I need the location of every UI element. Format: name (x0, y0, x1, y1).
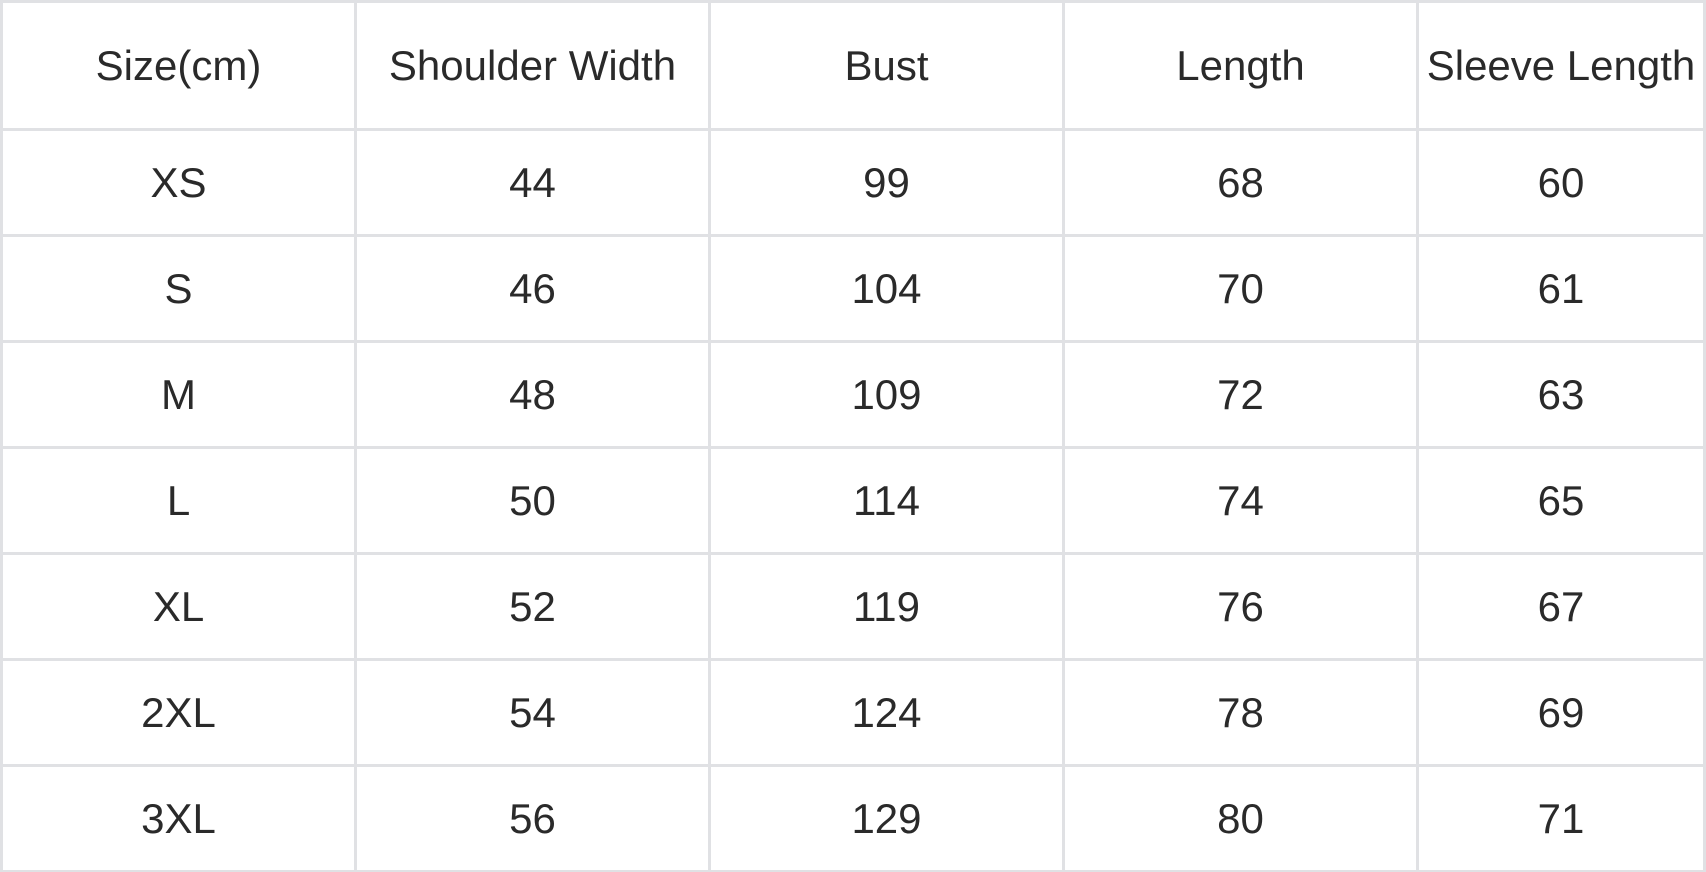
cell-length: 70 (1062, 234, 1419, 343)
cell-size: 3XL (0, 764, 357, 872)
cell-sleeve-length: 65 (1416, 446, 1706, 555)
cell-size: XS (0, 128, 357, 237)
cell-sleeve-length: 61 (1416, 234, 1706, 343)
cell-length: 80 (1062, 764, 1419, 872)
cell-size: 2XL (0, 658, 357, 767)
cell-bust: 114 (708, 446, 1065, 555)
cell-length: 78 (1062, 658, 1419, 767)
cell-bust: 124 (708, 658, 1065, 767)
table-row-m: M 48 109 72 63 (0, 340, 1706, 449)
cell-sleeve-length: 60 (1416, 128, 1706, 237)
table-row-xs: XS 44 99 68 60 (0, 128, 1706, 237)
cell-size: S (0, 234, 357, 343)
header-row: Size(cm) Shoulder Width Bust Length Slee… (0, 0, 1706, 131)
cell-shoulder-width: 52 (354, 552, 711, 661)
cell-size: XL (0, 552, 357, 661)
cell-bust: 119 (708, 552, 1065, 661)
cell-shoulder-width: 44 (354, 128, 711, 237)
cell-bust: 99 (708, 128, 1065, 237)
column-header-size: Size(cm) (0, 0, 357, 131)
cell-sleeve-length: 69 (1416, 658, 1706, 767)
cell-size: M (0, 340, 357, 449)
table-row-l: L 50 114 74 65 (0, 446, 1706, 555)
table-row-3xl: 3XL 56 129 80 71 (0, 764, 1706, 872)
cell-shoulder-width: 56 (354, 764, 711, 872)
column-header-shoulder-width: Shoulder Width (354, 0, 711, 131)
column-header-sleeve-length: Sleeve Length (1416, 0, 1706, 131)
cell-length: 76 (1062, 552, 1419, 661)
cell-sleeve-length: 71 (1416, 764, 1706, 872)
cell-bust: 129 (708, 764, 1065, 872)
cell-size: L (0, 446, 357, 555)
cell-sleeve-length: 63 (1416, 340, 1706, 449)
cell-shoulder-width: 48 (354, 340, 711, 449)
table-row-s: S 46 104 70 61 (0, 234, 1706, 343)
table-row-2xl: 2XL 54 124 78 69 (0, 658, 1706, 767)
cell-length: 74 (1062, 446, 1419, 555)
column-header-length: Length (1062, 0, 1419, 131)
cell-shoulder-width: 54 (354, 658, 711, 767)
cell-bust: 109 (708, 340, 1065, 449)
cell-bust: 104 (708, 234, 1065, 343)
cell-shoulder-width: 50 (354, 446, 711, 555)
cell-length: 68 (1062, 128, 1419, 237)
cell-length: 72 (1062, 340, 1419, 449)
column-header-bust: Bust (708, 0, 1065, 131)
cell-sleeve-length: 67 (1416, 552, 1706, 661)
cell-shoulder-width: 46 (354, 234, 711, 343)
table-row-xl: XL 52 119 76 67 (0, 552, 1706, 661)
